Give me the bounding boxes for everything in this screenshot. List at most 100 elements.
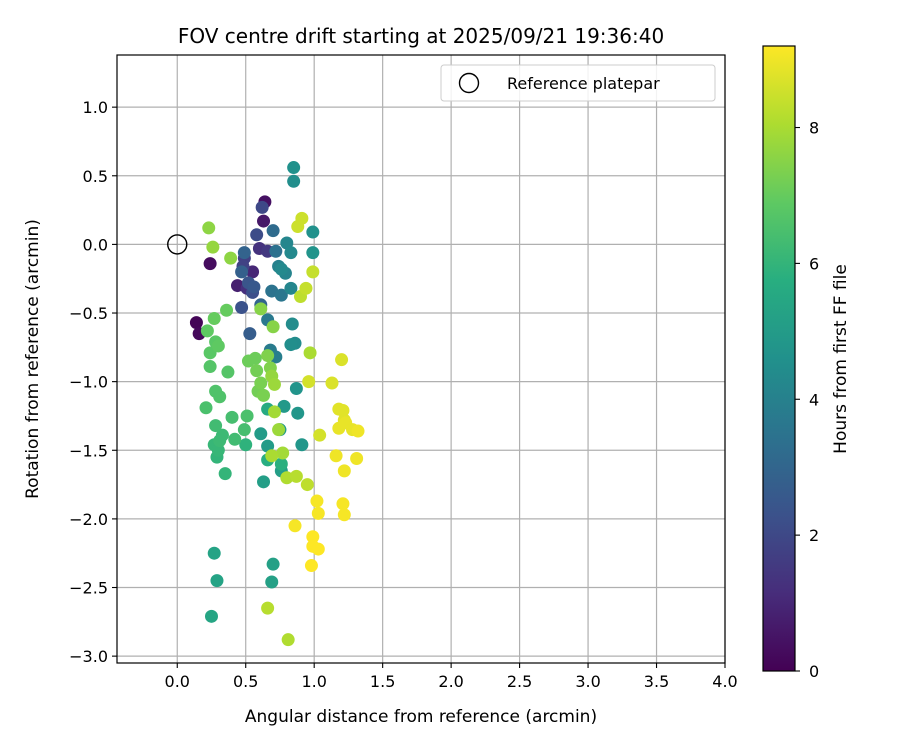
data-point xyxy=(351,424,365,438)
y-tick-label: −2.5 xyxy=(69,579,108,598)
data-point xyxy=(313,428,327,442)
data-point xyxy=(209,419,223,433)
data-point xyxy=(329,449,343,463)
data-point xyxy=(247,280,261,294)
legend-box xyxy=(440,64,716,102)
y-tick-label: −0.5 xyxy=(69,304,108,323)
x-tick-label: 3.5 xyxy=(644,672,669,691)
data-point xyxy=(274,457,288,471)
data-point xyxy=(257,214,271,228)
data-point xyxy=(289,469,303,483)
reference-platepar-marker xyxy=(167,234,188,255)
data-point xyxy=(237,423,251,437)
data-point xyxy=(257,388,271,402)
scatter-points xyxy=(189,161,365,647)
data-point xyxy=(304,559,318,573)
data-point xyxy=(284,281,298,295)
data-point xyxy=(291,406,305,420)
data-point xyxy=(220,303,234,317)
data-point xyxy=(267,377,281,391)
x-tick-label: 1.5 xyxy=(370,672,395,691)
data-point xyxy=(225,410,239,424)
data-point xyxy=(243,327,257,341)
data-point xyxy=(240,409,254,423)
data-point xyxy=(254,376,268,390)
data-point xyxy=(284,246,298,260)
data-point xyxy=(213,434,227,448)
data-point xyxy=(285,317,299,331)
x-tick-label: 4.0 xyxy=(712,672,737,691)
data-point xyxy=(350,452,364,466)
data-point xyxy=(336,403,350,417)
data-point xyxy=(284,338,298,352)
data-point xyxy=(211,443,225,457)
y-tick-label: −3.0 xyxy=(69,647,108,666)
data-point xyxy=(306,246,320,260)
data-point xyxy=(202,221,216,235)
data-point xyxy=(265,449,279,463)
data-point xyxy=(274,262,288,276)
legend: Reference platepar xyxy=(440,64,716,102)
data-point xyxy=(266,557,280,571)
data-point xyxy=(235,265,249,279)
data-point xyxy=(206,240,220,254)
data-point xyxy=(261,349,275,363)
data-point xyxy=(255,200,269,214)
colorbar-tick-label: 0 xyxy=(809,662,819,681)
data-point xyxy=(224,251,238,265)
data-point xyxy=(311,506,325,520)
data-point xyxy=(203,257,217,271)
legend-label: Reference platepar xyxy=(507,74,660,93)
x-tick-label: 2.0 xyxy=(438,672,463,691)
data-point xyxy=(280,471,294,485)
data-point xyxy=(239,438,253,452)
data-point xyxy=(207,312,221,326)
data-point xyxy=(276,446,290,460)
data-point xyxy=(204,609,218,623)
data-point xyxy=(211,339,225,353)
data-point xyxy=(306,225,320,239)
data-point xyxy=(269,244,283,258)
data-point xyxy=(210,574,224,588)
data-point xyxy=(295,438,309,452)
data-point xyxy=(221,365,235,379)
data-point xyxy=(237,246,251,260)
data-point xyxy=(336,497,350,511)
data-point xyxy=(272,423,286,437)
legend-circle-icon xyxy=(458,72,480,94)
data-point xyxy=(254,427,268,441)
data-point xyxy=(306,265,320,279)
data-point xyxy=(288,519,302,533)
data-point xyxy=(261,601,275,615)
colorbar-tick-label: 6 xyxy=(809,254,819,273)
data-point xyxy=(302,375,316,389)
data-point xyxy=(203,360,217,374)
data-point xyxy=(250,228,264,242)
data-point xyxy=(250,364,264,378)
data-point xyxy=(257,475,271,489)
data-point xyxy=(337,464,351,478)
data-point xyxy=(199,401,213,415)
colorbar-label: Hours from first FF file xyxy=(831,264,851,454)
y-tick-label: 0.0 xyxy=(83,235,108,254)
y-axis-label: Rotation from reference (arcmin) xyxy=(23,219,43,499)
data-point xyxy=(235,301,249,315)
y-tick-label: 1.0 xyxy=(83,98,108,117)
colorbar-tick-label: 8 xyxy=(809,119,819,138)
data-point xyxy=(287,174,301,188)
data-point xyxy=(303,346,317,360)
x-tick-label: 2.5 xyxy=(507,672,532,691)
colorbar-tick-label: 4 xyxy=(809,390,819,409)
data-point xyxy=(228,432,242,446)
data-point xyxy=(267,405,281,419)
data-point xyxy=(209,384,223,398)
colorbar-tick-label: 2 xyxy=(809,526,819,545)
data-point xyxy=(310,494,324,508)
data-point xyxy=(246,265,260,279)
colorbar-ticks: 0 2 4 6 8 xyxy=(795,119,819,681)
axis-ticks: 0.0 0.5 1.0 1.5 2.0 2.5 3.0 3.5 4.0 1.0 0.5 0.0 −0.5… xyxy=(69,98,738,691)
data-point xyxy=(337,508,351,522)
data-point xyxy=(335,353,349,367)
y-tick-label: −1.0 xyxy=(69,373,108,392)
